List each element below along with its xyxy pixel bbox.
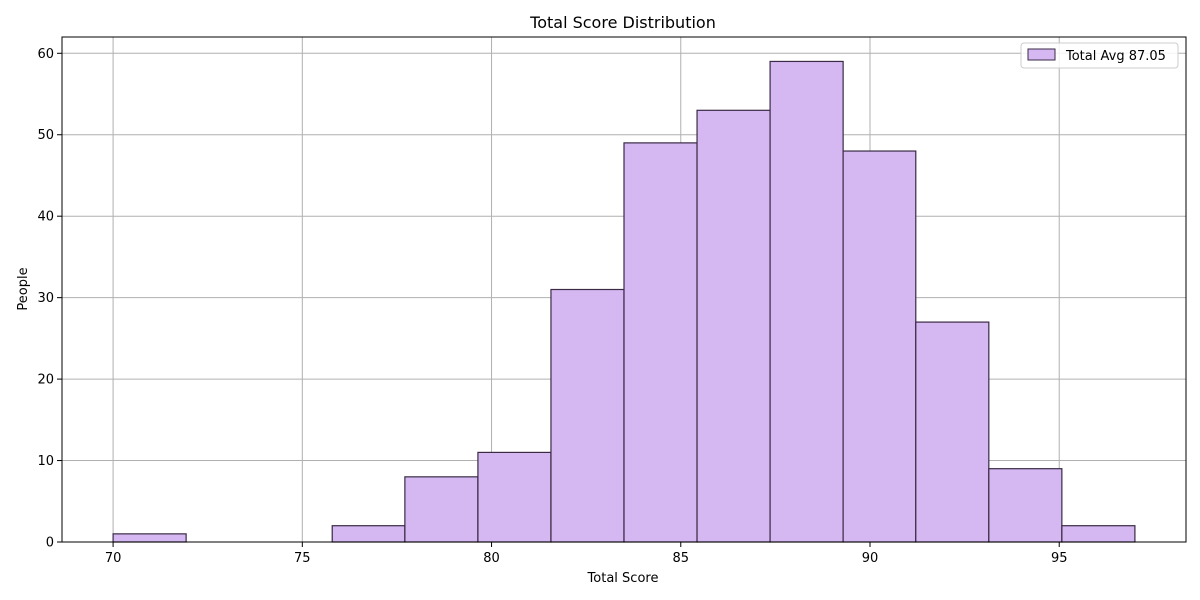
y-tick-label: 30 [37, 291, 54, 306]
y-tick-label: 10 [37, 454, 54, 469]
histogram-bar [915, 321, 990, 543]
y-tick-label: 50 [37, 128, 54, 143]
y-tick-label: 60 [37, 47, 54, 62]
histogram-bars [112, 60, 1136, 543]
x-tick-label: 90 [862, 551, 879, 566]
y-tick-label: 40 [37, 210, 54, 225]
histogram-bar [696, 109, 771, 543]
histogram-bar [550, 288, 625, 543]
y-tick-label: 20 [37, 373, 54, 388]
x-tick-label: 85 [672, 551, 689, 566]
axis-ticks: 70 75 80 85 90 95 0 10 20 30 40 50 60 [37, 47, 1067, 566]
legend: Total Avg 87.05 [1020, 42, 1179, 69]
x-tick-label: 95 [1051, 551, 1068, 566]
x-tick-label: 70 [105, 551, 122, 566]
histogram-bar [769, 60, 844, 543]
y-axis-label: People [16, 267, 31, 310]
legend-label: Total Avg 87.05 [1065, 49, 1166, 64]
histogram-bar [112, 533, 187, 543]
chart-title: Total Score Distribution [529, 13, 716, 32]
legend-box [1020, 42, 1179, 69]
x-tick-label: 80 [483, 551, 500, 566]
histogram-bar [404, 476, 479, 543]
x-tick-label: 75 [294, 551, 311, 566]
x-axis-label: Total Score [587, 571, 659, 586]
plot-frame [61, 36, 1187, 543]
histogram-bar [477, 451, 552, 543]
histogram-bar [331, 525, 406, 543]
histogram-bar [842, 150, 917, 543]
histogram-bar [1061, 525, 1136, 543]
y-tick-label: 0 [46, 536, 54, 551]
histogram-bar [988, 468, 1063, 543]
histogram-bar [623, 142, 698, 543]
legend-swatch [1027, 48, 1056, 61]
